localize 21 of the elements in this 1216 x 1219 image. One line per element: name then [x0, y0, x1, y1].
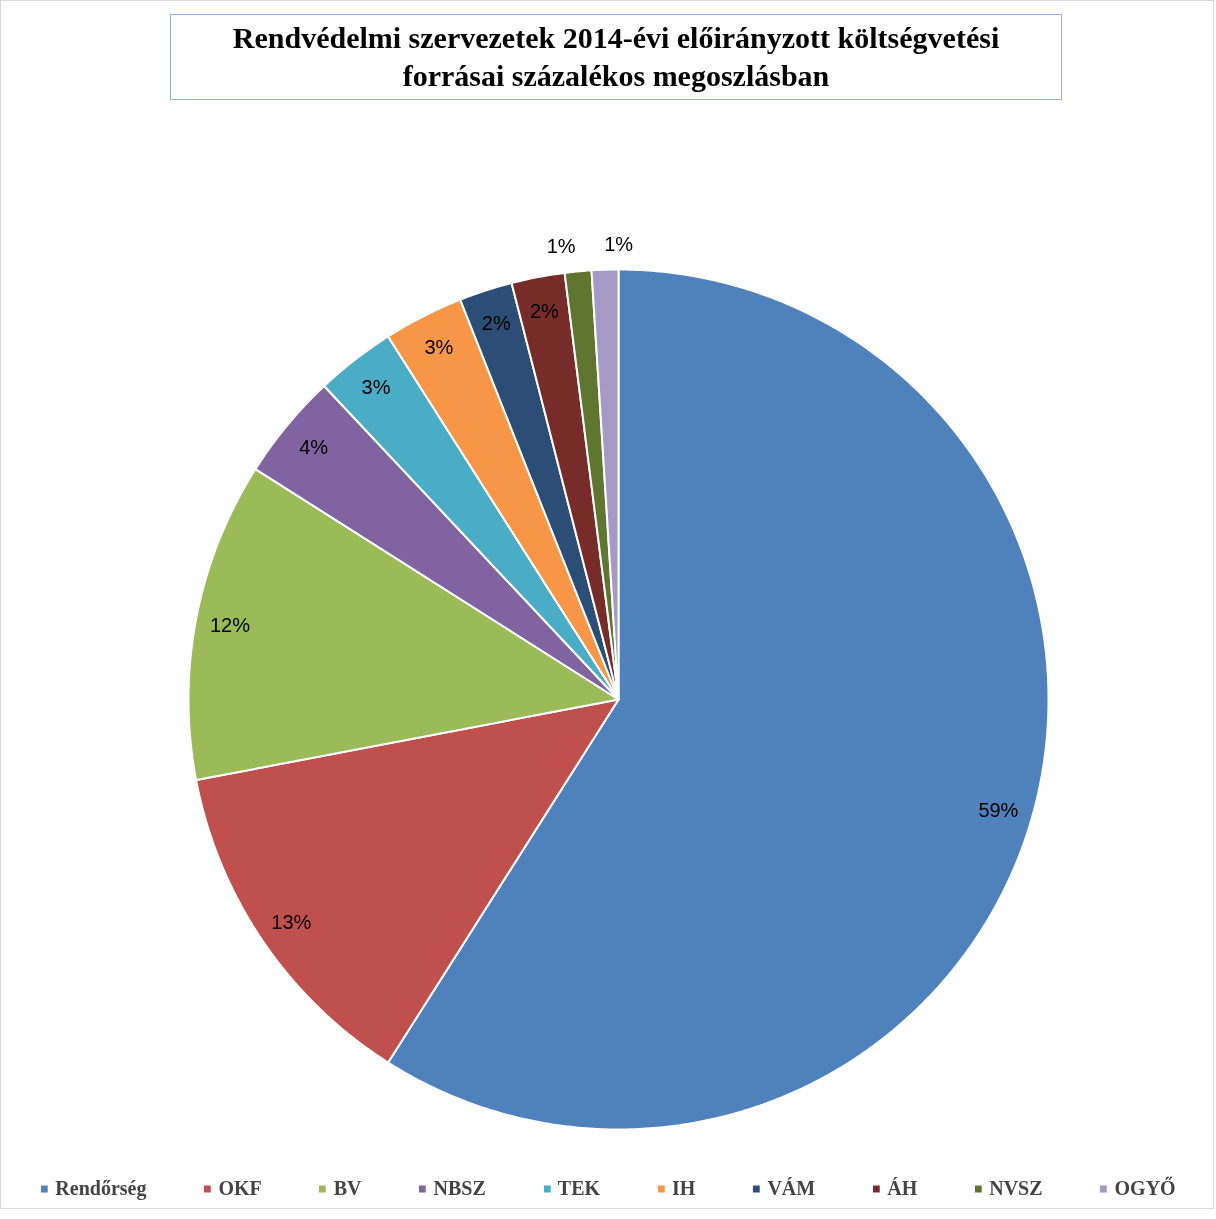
legend-label: IH: [672, 1177, 696, 1200]
data-label: 2%: [529, 299, 560, 322]
data-label: 4%: [299, 436, 329, 459]
chart-title: Rendvédelmi szervezetek 2014-évi előirányzott költségvetési forrásai százalékos megoszlásban: [232, 20, 1000, 94]
data-label: 13%: [271, 910, 312, 933]
legend-label: OGYŐ: [1114, 1177, 1176, 1200]
data-label: 3%: [361, 375, 391, 398]
data-label: 59%: [978, 798, 1019, 821]
data-label: 3%: [424, 336, 454, 359]
data-label: 1%: [604, 232, 634, 255]
legend-label: ÁH: [887, 1177, 918, 1200]
legend-label: NVSZ: [989, 1177, 1043, 1200]
legend-label: VÁM: [767, 1177, 816, 1200]
legend-label: NBSZ: [433, 1177, 486, 1200]
legend-label: Rendőrség: [55, 1177, 147, 1200]
legend-label: TEK: [557, 1177, 601, 1200]
data-label: 2%: [481, 312, 511, 335]
data-label: 1%: [546, 234, 576, 257]
legend-label: BV: [333, 1177, 362, 1200]
data-label: 12%: [209, 614, 251, 637]
legend-label: OKF: [218, 1177, 262, 1200]
